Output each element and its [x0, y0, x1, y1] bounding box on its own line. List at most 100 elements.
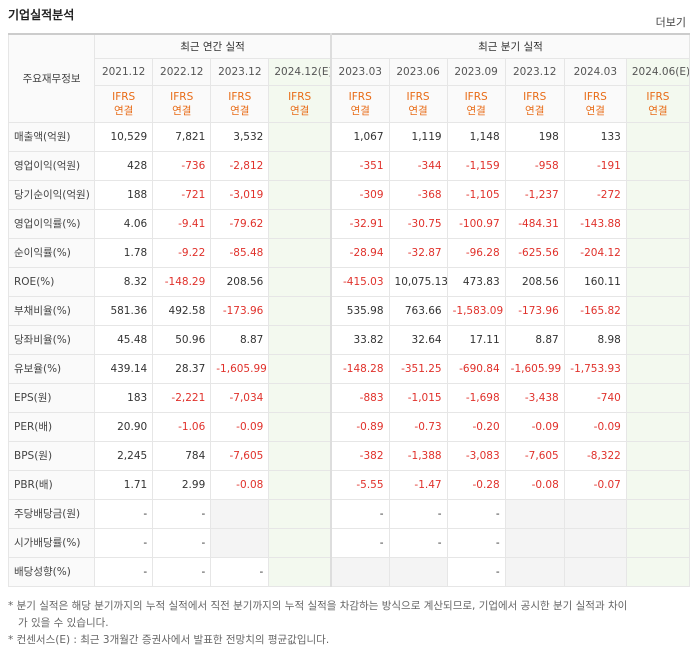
section-title: 기업실적분석 — [8, 8, 75, 22]
value-cell: -148.28 — [329, 353, 390, 384]
data-row: 주당배당금(원) - - - - - — [7, 498, 691, 529]
value-cell: 2,245 — [94, 440, 154, 471]
value-cell — [563, 556, 627, 587]
value-cell: -1,388 — [388, 440, 448, 471]
value-cell — [625, 411, 691, 442]
value-cell: -690.84 — [446, 353, 506, 384]
data-row: 순이익률(%) 1.78 -9.22 -85.48 -28.94 -32.87 -96.28… — [7, 237, 691, 268]
note: * 분기 실적은 해당 분기까지의 누적 실적에서 직전 분기까지의 누적 실적… — [8, 600, 628, 629]
period-header: 2022.12 — [152, 57, 212, 86]
standard-header: IFRS 연결 — [268, 84, 332, 123]
value-cell: -32.91 — [329, 208, 390, 239]
data-row: 당좌비율(%) 45.48 50.96 8.87 33.82 32.64 17.11 8.87… — [7, 324, 691, 355]
value-cell: 33.82 — [329, 324, 390, 355]
row-label: 당좌비율(%) — [7, 324, 96, 355]
value-cell — [329, 556, 390, 587]
value-cell: -351.25 — [388, 353, 448, 384]
value-cell: - — [94, 498, 154, 529]
standard-scope: 연결 — [230, 104, 250, 117]
value-cell: 198 — [504, 121, 565, 152]
value-cell: 2.99 — [152, 469, 212, 500]
data-row: 매출액(억원) 10,529 7,821 3,532 1,067 1,119 1,148 19… — [7, 121, 691, 152]
value-cell: 160.11 — [563, 266, 627, 297]
data-row: ROE(%) 8.32 -148.29 208.56 -415.03 10,075.13 4… — [7, 266, 691, 297]
value-cell: -148.29 — [152, 266, 212, 297]
value-cell: -721 — [152, 179, 212, 210]
value-cell — [268, 324, 332, 355]
value-cell: -0.20 — [446, 411, 506, 442]
data-row: 유보율(%) 439.14 28.37 -1,605.99 -148.28 -351.25… — [7, 353, 691, 384]
value-cell — [504, 527, 565, 558]
value-cell — [625, 150, 691, 181]
value-cell — [210, 527, 270, 558]
value-cell: -0.09 — [504, 411, 565, 442]
value-cell: - — [388, 498, 448, 529]
value-cell: 8.32 — [94, 266, 154, 297]
value-cell: -5.55 — [329, 469, 390, 500]
value-cell: -3,019 — [210, 179, 270, 210]
value-cell — [268, 295, 332, 326]
value-cell: -173.96 — [210, 295, 270, 326]
standard-scope: 연결 — [172, 104, 192, 117]
standard-header: IFRS 연결 — [563, 84, 627, 123]
standard-basis: IFRS — [523, 90, 547, 103]
value-cell: 439.14 — [94, 353, 154, 384]
corner-cell: 주요재무정보 — [7, 33, 96, 123]
standard-scope: 연결 — [113, 104, 134, 117]
value-cell: -28.94 — [329, 237, 390, 268]
standard-basis: IFRS — [464, 90, 488, 103]
row-label: 시가배당률(%) — [7, 527, 96, 558]
value-cell: -1,583.09 — [446, 295, 506, 326]
value-cell: 784 — [152, 440, 212, 471]
value-cell — [625, 179, 691, 210]
value-cell: -1,237 — [504, 179, 565, 210]
value-cell — [625, 237, 691, 268]
standard-scope: 연결 — [648, 104, 668, 117]
value-cell: 1,119 — [388, 121, 448, 152]
value-cell: -9.41 — [152, 208, 212, 239]
value-cell: -7,034 — [210, 382, 270, 413]
value-cell: -736 — [152, 150, 212, 181]
value-cell: 17.11 — [446, 324, 506, 355]
value-cell: -0.09 — [210, 411, 270, 442]
data-row: 당기순이익(억원) 188 -721 -3,019 -309 -368 -1,105 -1,2… — [7, 179, 691, 210]
value-cell: -368 — [388, 179, 448, 210]
period-header: 2023.12 — [504, 57, 565, 86]
standard-basis: IFRS — [288, 90, 312, 103]
value-cell: - — [329, 527, 390, 558]
value-cell — [563, 498, 627, 529]
standard-basis: IFRS — [406, 90, 430, 103]
value-cell: -1,605.99 — [210, 353, 270, 384]
value-cell — [625, 556, 691, 587]
standard-header: IFRS 연결 — [388, 84, 448, 123]
value-cell — [625, 266, 691, 297]
value-cell: -351 — [329, 150, 390, 181]
more-link[interactable]: 더보기 — [655, 16, 686, 29]
value-cell: 7,821 — [152, 121, 212, 152]
period-header: 2023.09 — [446, 57, 506, 86]
value-cell: -191 — [563, 150, 627, 181]
value-cell: -309 — [329, 179, 390, 210]
data-row: PBR(배) 1.71 2.99 -0.08 -5.55 -1.47 -0.28 -0.08-… — [7, 469, 691, 500]
row-label: 순이익률(%) — [7, 237, 96, 268]
value-cell: -740 — [563, 382, 627, 413]
data-row: BPS(원) 2,245 784 -7,605 -382 -1,388 -3,083 -7,6… — [7, 440, 691, 471]
value-cell: - — [210, 556, 270, 587]
value-cell: 208.56 — [210, 266, 270, 297]
value-cell: -7,605 — [210, 440, 270, 471]
standard-scope: 연결 — [289, 104, 310, 117]
value-cell: 3,532 — [210, 121, 270, 152]
standard-header: IFRS 연결 — [504, 84, 565, 123]
value-cell: -143.88 — [563, 208, 627, 239]
value-cell: -344 — [388, 150, 448, 181]
value-cell: -1,753.93 — [563, 353, 627, 384]
value-cell: - — [152, 527, 212, 558]
value-cell: 1.71 — [94, 469, 154, 500]
standard-header: IFRS 연결 — [446, 84, 506, 123]
data-row: EPS(원) 183 -2,221 -7,034 -883 -1,015 -1,698 -3,… — [7, 382, 691, 413]
value-cell: -8,322 — [563, 440, 627, 471]
group-header: 최근 분기 실적 — [329, 33, 690, 59]
value-cell: - — [329, 498, 390, 529]
standard-row: IFRS 연결 IFRS 연결 IFRS 연결 IFRS 연결 IFRS 연결 IFRS 연결 IFRS… — [9, 84, 691, 123]
